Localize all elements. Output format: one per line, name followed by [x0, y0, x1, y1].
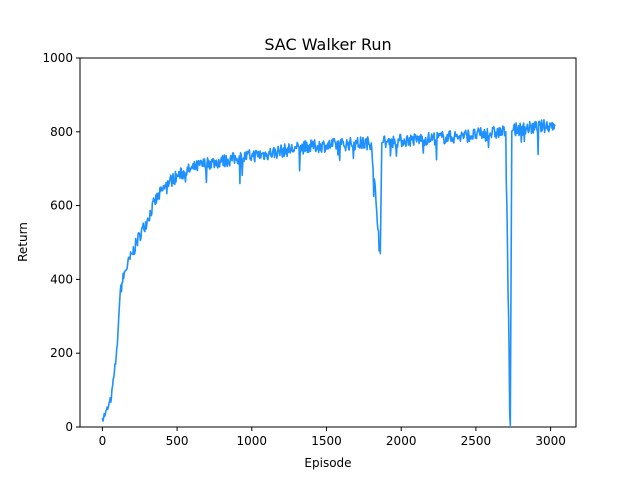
- x-tick-label: 2000: [386, 434, 417, 448]
- y-tick-label: 800: [50, 125, 73, 139]
- y-tick-label: 0: [65, 420, 73, 434]
- x-tick-label: 500: [166, 434, 189, 448]
- x-tick-label: 2500: [461, 434, 492, 448]
- y-tick-label: 200: [50, 346, 73, 360]
- x-tick-label: 3000: [535, 434, 566, 448]
- plot-area: [101, 119, 556, 426]
- x-axis-label: Episode: [304, 456, 351, 470]
- x-tick-label: 1000: [237, 434, 268, 448]
- y-tick-label: 400: [50, 272, 73, 286]
- x-tick-label: 0: [99, 434, 107, 448]
- y-tick-label: 1000: [42, 51, 73, 65]
- y-axis-label: Return: [16, 222, 30, 262]
- axes-frame: [79, 57, 577, 428]
- series-line-0: [101, 119, 556, 426]
- chart-title: SAC Walker Run: [264, 35, 391, 54]
- y-tick-label: 600: [50, 199, 73, 213]
- axes: 0 500 1000 1500 2000 2500 3000 0 200 400 600 800 100…: [42, 51, 577, 448]
- x-tick-label: 1500: [311, 434, 342, 448]
